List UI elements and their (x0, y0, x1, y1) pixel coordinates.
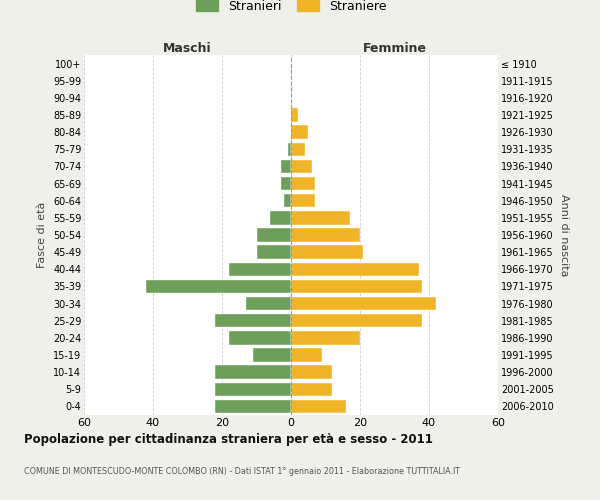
Bar (287, 142, 291, 156)
Text: Femmine: Femmine (362, 42, 427, 55)
Bar (291, 194, 315, 207)
Bar (291, 126, 308, 139)
Bar (291, 400, 346, 413)
Bar (291, 382, 332, 396)
Bar (215, 366, 291, 379)
Bar (281, 177, 291, 190)
Bar (253, 348, 291, 362)
Bar (229, 262, 291, 276)
Bar (271, 211, 291, 224)
Bar (291, 108, 298, 122)
Bar (291, 211, 350, 224)
Legend: Stranieri, Straniere: Stranieri, Straniere (192, 0, 390, 16)
Bar (215, 400, 291, 413)
Bar (291, 331, 360, 344)
Bar (291, 366, 332, 379)
Y-axis label: Fasce di età: Fasce di età (37, 202, 47, 268)
Bar (257, 246, 291, 259)
Bar (146, 280, 291, 293)
Bar (215, 382, 291, 396)
Bar (281, 160, 291, 173)
Bar (229, 331, 291, 344)
Bar (291, 177, 315, 190)
Bar (284, 194, 291, 207)
Bar (291, 314, 422, 328)
Bar (291, 246, 364, 259)
Y-axis label: Anni di nascita: Anni di nascita (559, 194, 569, 276)
Bar (291, 262, 419, 276)
Bar (291, 297, 436, 310)
Bar (291, 228, 360, 241)
Bar (291, 142, 305, 156)
Bar (291, 348, 322, 362)
Text: Popolazione per cittadinanza straniera per età e sesso - 2011: Popolazione per cittadinanza straniera p… (24, 432, 433, 446)
Bar (215, 314, 291, 328)
Bar (257, 228, 291, 241)
Bar (291, 280, 422, 293)
Text: COMUNE DI MONTESCUDO-MONTE COLOMBO (RN) - Dati ISTAT 1° gennaio 2011 - Elaborazi: COMUNE DI MONTESCUDO-MONTE COLOMBO (RN) … (24, 468, 460, 476)
Text: Maschi: Maschi (163, 42, 212, 55)
Bar (246, 297, 291, 310)
Bar (291, 160, 312, 173)
